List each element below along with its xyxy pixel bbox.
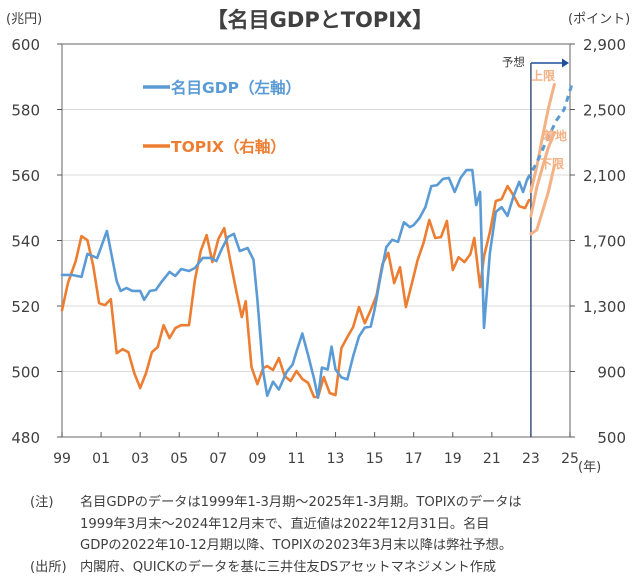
left-tick-label: 500: [11, 364, 40, 382]
left-tick-label: 520: [11, 298, 40, 316]
right-axis: 500 900 1,300 1,700 2,100 2,500 2,900: [570, 36, 626, 447]
forecast-arrow: [530, 58, 569, 68]
x-tick-label: 01: [92, 451, 110, 467]
left-tick-label: 600: [11, 36, 40, 54]
right-tick-label: 1,700: [583, 233, 626, 251]
x-tick-label: 25: [561, 451, 579, 467]
right-tick-label: 500: [597, 429, 626, 447]
x-tick-label: 09: [248, 451, 266, 467]
series-line-3: [529, 82, 556, 193]
legend: 名目GDP（左軸） TOPIX（右軸）: [143, 78, 301, 156]
right-tick-label: 2,100: [583, 167, 626, 185]
right-tick-label: 2,500: [583, 102, 626, 120]
note-row: (注) 名目GDPのデータは1999年1-3月期～2025年1-3月期。TOPI…: [30, 492, 630, 514]
series-line-4: [529, 130, 556, 218]
note-line-2: 1999年3月末～2024年12月末で、直近値は2022年12月31日。名目: [80, 516, 490, 532]
left-tick-label: 480: [11, 429, 40, 447]
left-axis-unit: (兆円): [6, 12, 42, 27]
series-line-2: [60, 184, 531, 399]
legend-item-topix: TOPIX（右軸）: [143, 137, 286, 156]
note-label: (注): [30, 495, 54, 510]
annotation-upper: 上限: [531, 68, 555, 83]
gridlines: [62, 109, 570, 372]
annotation-lower: 下限: [540, 156, 564, 171]
legend-label-gdp: 名目GDP（左軸）: [171, 78, 301, 97]
source-row: (出所) 内閣府、QUICKのデータを基に三井住友DSアセットマネジメント作成: [30, 557, 630, 579]
x-tick-label: 23: [522, 451, 540, 467]
right-axis-unit: (ポイント): [568, 12, 630, 27]
x-tick-label: 13: [327, 451, 345, 467]
x-tick-label: 07: [209, 451, 227, 467]
x-tick-label: 21: [483, 451, 501, 467]
x-tick-label: 99: [53, 451, 71, 467]
note-line-1: 名目GDPのデータは1999年1-3月期～2025年1-3月期。TOPIXのデー…: [80, 495, 522, 510]
x-tick-label: 11: [288, 451, 306, 467]
x-axis: 99 01 03 05 07 09 11 13 15 17 19 21 23 25: [53, 432, 579, 467]
series-line-0: [60, 168, 529, 400]
left-tick-label: 580: [11, 102, 40, 120]
source-label: (出所): [30, 559, 67, 575]
left-axis: 480 500 520 540 560 580 600: [11, 36, 62, 447]
x-tick-label: 03: [131, 451, 149, 467]
x-tick-label: 05: [170, 451, 188, 467]
x-tick-label: 17: [405, 451, 423, 467]
x-tick-label: 19: [444, 451, 462, 467]
right-tick-label: 1,300: [583, 298, 626, 316]
x-tick-label: 15: [366, 451, 384, 467]
left-tick-label: 560: [11, 167, 40, 185]
right-tick-label: 900: [597, 364, 626, 382]
right-tick-label: 2,900: [583, 36, 626, 54]
legend-label-topix: TOPIX（右軸）: [171, 137, 286, 156]
source-text: 内閣府、QUICKのデータを基に三井住友DSアセットマネジメント作成: [80, 559, 497, 575]
legend-item-gdp: 名目GDP（左軸）: [143, 78, 301, 97]
forecast-label: 予想: [502, 55, 525, 69]
chart: 【名目GDPとTOPIX】 (兆円) (ポイント) (年) 480 500 520 5…: [6, 8, 630, 475]
series-line-5: [529, 164, 556, 236]
note-line-3: GDPの2022年10-12月期以降、TOPIXの2023年3月末以降は弊社予想…: [80, 538, 513, 553]
chart-title: 【名目GDPとTOPIX】: [207, 8, 434, 32]
left-tick-label: 540: [11, 233, 40, 251]
series-line-1: [525, 83, 574, 181]
annotation-base: 着地: [542, 128, 567, 143]
x-axis-unit: (年): [578, 460, 601, 475]
series-group: [60, 82, 574, 400]
footnotes: (注) 名目GDPのデータは1999年1-3月期～2025年1-3月期。TOPI…: [30, 492, 630, 578]
